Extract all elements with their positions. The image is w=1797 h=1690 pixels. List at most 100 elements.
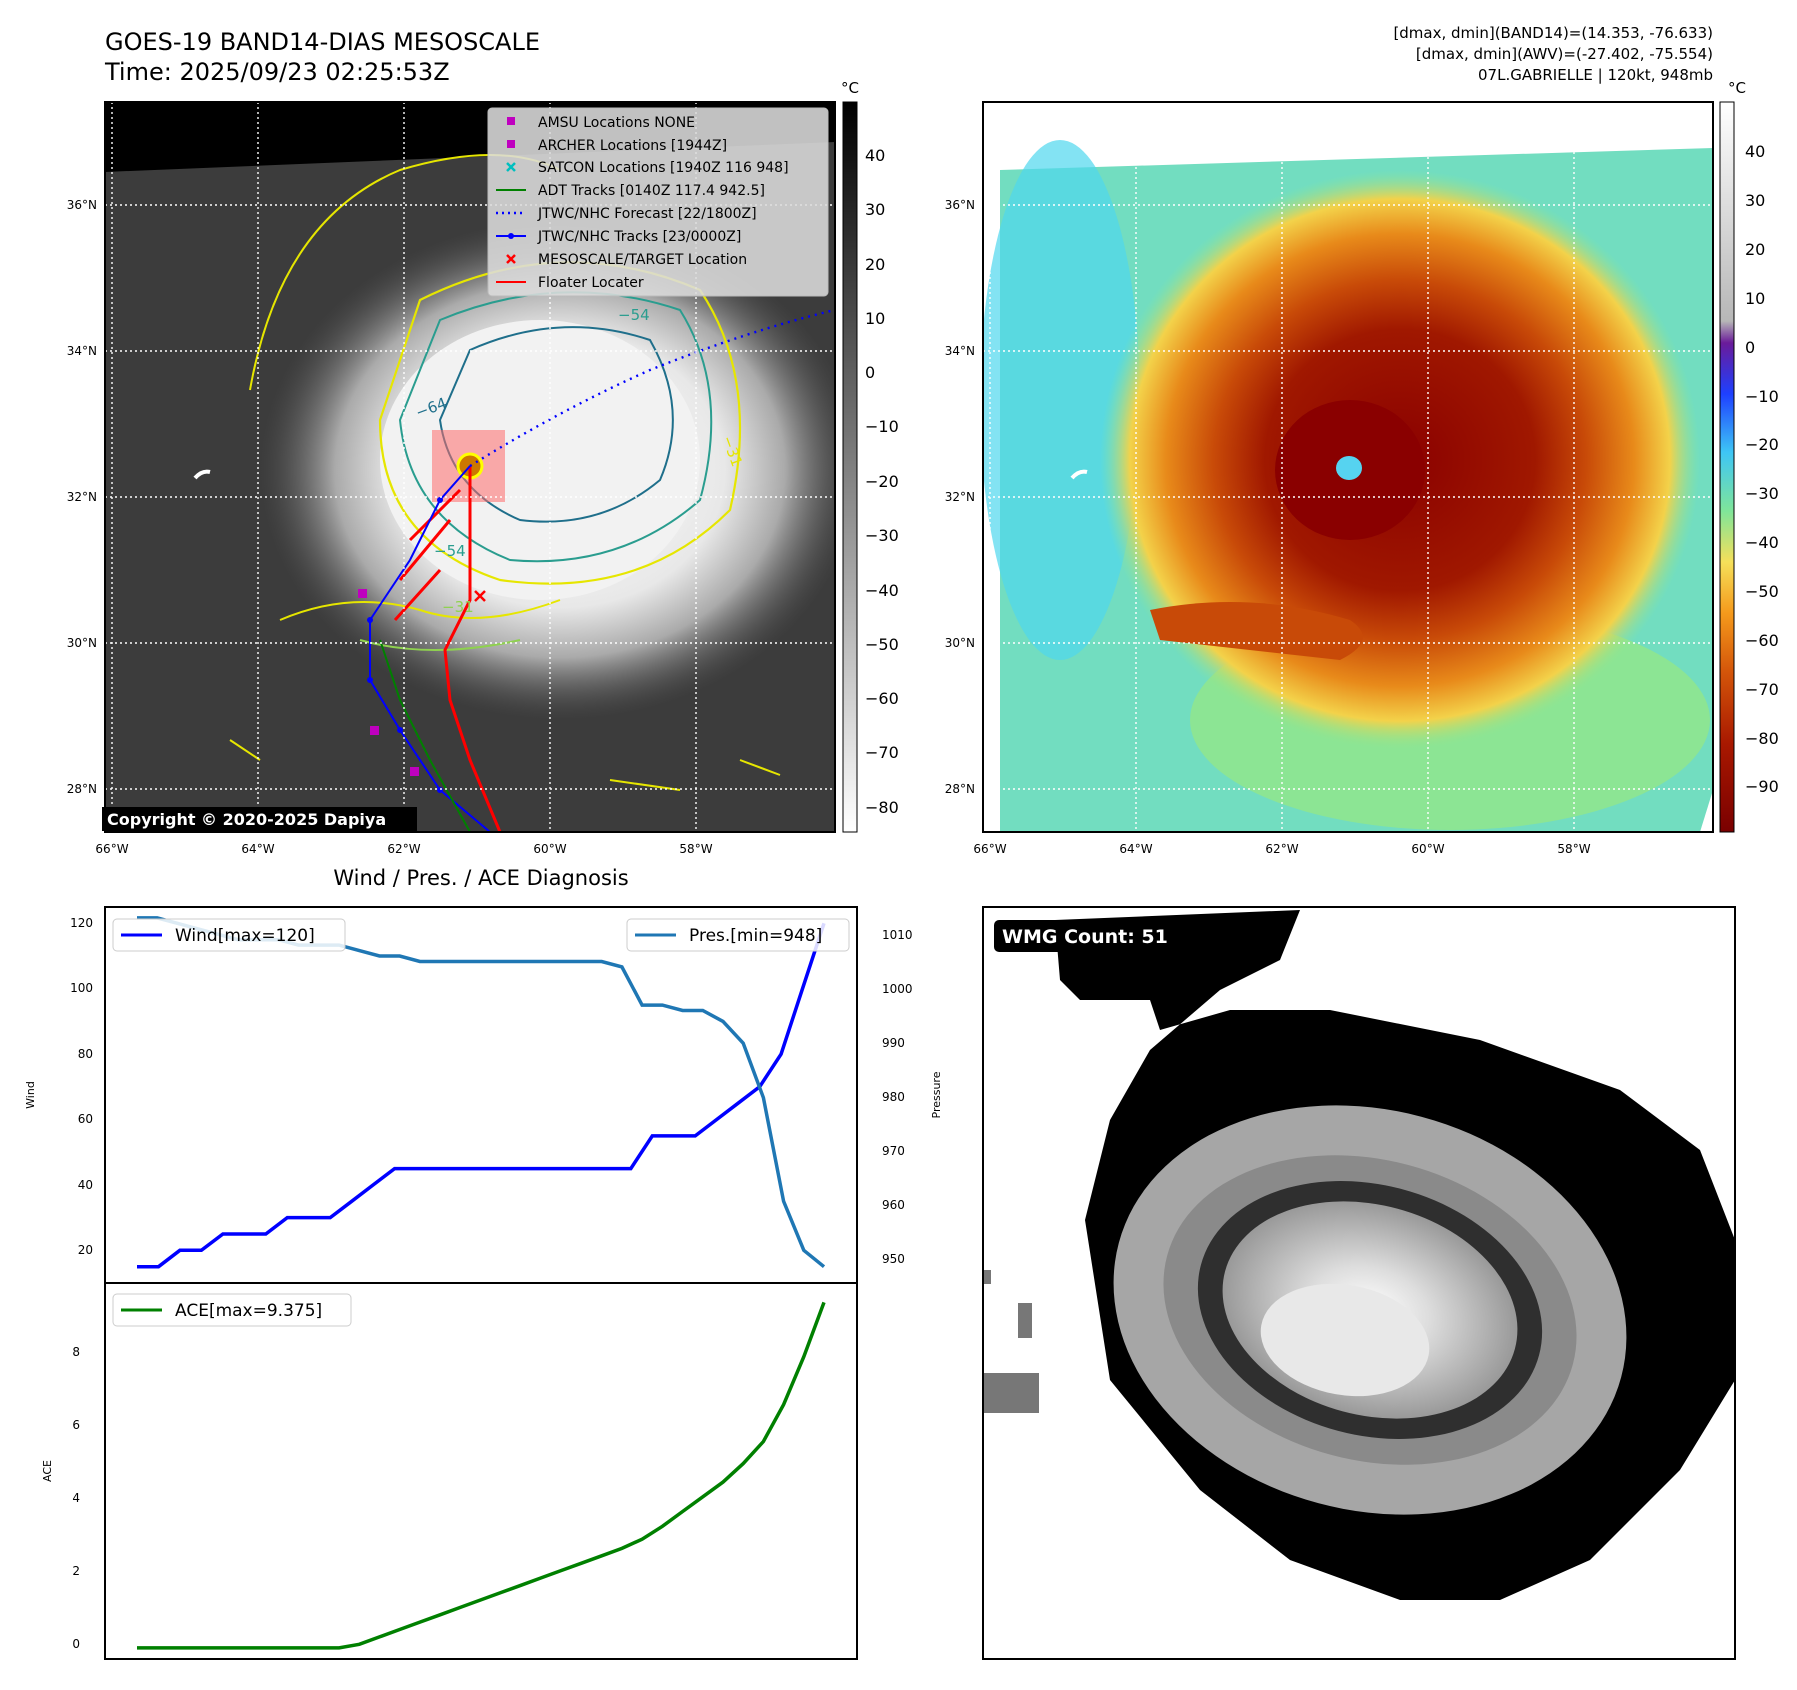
colorbar-tick: −20 bbox=[1745, 435, 1779, 454]
pressure-axis-label: Pressure bbox=[930, 1071, 943, 1118]
pressure-axis: 1010 1000 990 980 970 960 950 Pressure bbox=[882, 928, 943, 1266]
ace-legend-label: ACE[max=9.375] bbox=[175, 1301, 322, 1321]
ace-legend: ACE[max=9.375] bbox=[112, 1293, 352, 1327]
colorbar-tick: 0 bbox=[865, 363, 875, 382]
wind-tick: 40 bbox=[78, 1178, 93, 1192]
pressure-tick: 950 bbox=[882, 1252, 905, 1266]
lat-tick: 32°N bbox=[67, 490, 97, 504]
wind-axis: 120 100 80 60 40 20 Wind bbox=[24, 916, 93, 1257]
colorbar-tick: −50 bbox=[865, 635, 899, 654]
legend-label: ADT Tracks [0140Z 117.4 942.5] bbox=[538, 183, 765, 199]
colorbar-tick: 20 bbox=[1745, 240, 1765, 259]
ir-colorbar: °C 40 30 20 10 0 −10 −20 −30 −40 −50 −60… bbox=[841, 79, 899, 833]
ace-tick: 0 bbox=[72, 1637, 80, 1651]
figure-time: Time: 2025/09/23 02:25:53Z bbox=[104, 58, 450, 86]
colorbar-tick: 40 bbox=[1745, 142, 1765, 161]
contour-label: −31 bbox=[442, 598, 474, 616]
colorbar-tick: −30 bbox=[1745, 484, 1779, 503]
colorbar-tick: −50 bbox=[1745, 582, 1779, 601]
wind-tick: 100 bbox=[70, 981, 93, 995]
lat-tick: 34°N bbox=[945, 344, 975, 358]
legend-label: ARCHER Locations [1944Z] bbox=[538, 138, 727, 154]
colorbar-tick: −60 bbox=[865, 689, 899, 708]
colorbar-tick: −10 bbox=[1745, 387, 1779, 406]
lon-tick: 66°W bbox=[973, 842, 1006, 856]
ir-lon-ticks: 66°W 64°W 62°W 60°W 58°W bbox=[95, 842, 712, 856]
wind-series-line bbox=[137, 922, 826, 1269]
colorbar-tick: 0 bbox=[1745, 338, 1755, 357]
contour-label: −54 bbox=[618, 306, 650, 324]
color-ir-gridlines bbox=[983, 102, 1713, 832]
colorbar-tick: 30 bbox=[865, 200, 885, 219]
lon-tick: 58°W bbox=[679, 842, 712, 856]
colorbar-unit: °C bbox=[1728, 79, 1746, 97]
color-ir-lon-ticks: 66°W 64°W 62°W 60°W 58°W bbox=[973, 842, 1590, 856]
lat-tick: 32°N bbox=[945, 490, 975, 504]
colorbar-tick: 10 bbox=[1745, 289, 1765, 308]
lat-tick: 28°N bbox=[67, 782, 97, 796]
pressure-tick: 1000 bbox=[882, 982, 913, 996]
wind-tick: 60 bbox=[78, 1112, 93, 1126]
pressure-tick: 970 bbox=[882, 1144, 905, 1158]
colorbar-tick: −20 bbox=[865, 472, 899, 491]
ace-series-line bbox=[137, 1301, 826, 1650]
ace-tick: 2 bbox=[72, 1564, 80, 1578]
colorbar-unit: °C bbox=[841, 79, 859, 97]
colorbar-tick: −90 bbox=[1745, 777, 1779, 796]
lon-tick: 60°W bbox=[1411, 842, 1444, 856]
map-legend: AMSU Locations NONE ARCHER Locations [19… bbox=[487, 107, 829, 297]
ace-axis-label: ACE bbox=[41, 1460, 54, 1482]
wind-axis-label: Wind bbox=[24, 1081, 37, 1109]
wind-legend-label: Wind[max=120] bbox=[175, 926, 315, 946]
info-line-3: 07L.GABRIELLE | 120kt, 948mb bbox=[1478, 66, 1713, 84]
ace-tick: 6 bbox=[72, 1418, 80, 1432]
diagnosis-title: Wind / Pres. / ACE Diagnosis bbox=[333, 866, 628, 890]
copyright-text: Copyright © 2020-2025 Dapiya bbox=[107, 810, 386, 829]
pressure-tick: 960 bbox=[882, 1198, 905, 1212]
color-ir-colorbar: °C 40 30 20 10 0 −10 −20 −30 −40 −50 −60… bbox=[1719, 79, 1779, 833]
wmg-count-label: WMG Count: 51 bbox=[1002, 926, 1168, 948]
lat-tick: 30°N bbox=[945, 636, 975, 650]
wind-legend: Wind[max=120] bbox=[112, 918, 346, 952]
lon-tick: 62°W bbox=[1265, 842, 1298, 856]
colorbar-tick: −40 bbox=[1745, 533, 1779, 552]
lat-tick: 36°N bbox=[67, 198, 97, 212]
pressure-legend: Pres.[min=948] bbox=[626, 918, 850, 952]
wind-tick: 20 bbox=[78, 1243, 93, 1257]
legend-label: MESOSCALE/TARGET Location bbox=[538, 252, 747, 268]
lat-tick: 28°N bbox=[945, 782, 975, 796]
colorbar-tick: −80 bbox=[1745, 729, 1779, 748]
lon-tick: 60°W bbox=[533, 842, 566, 856]
colorbar-tick: −80 bbox=[865, 798, 899, 817]
pressure-tick: 980 bbox=[882, 1090, 905, 1104]
colorbar-tick: −60 bbox=[1745, 631, 1779, 650]
legend-label: JTWC/NHC Forecast [22/1800Z] bbox=[537, 206, 757, 222]
pressure-tick: 1010 bbox=[882, 928, 913, 942]
lat-tick: 30°N bbox=[67, 636, 97, 650]
pressure-legend-label: Pres.[min=948] bbox=[689, 926, 822, 946]
legend-label: Floater Locater bbox=[538, 275, 644, 291]
ir-lat-ticks: 36°N 34°N 32°N 30°N 28°N bbox=[67, 198, 97, 796]
wind-tick: 120 bbox=[70, 916, 93, 930]
lat-tick: 34°N bbox=[67, 344, 97, 358]
colorbar-tick: 10 bbox=[865, 309, 885, 328]
wmg-panel[interactable] bbox=[983, 907, 1735, 1659]
color-ir-lat-ticks: 36°N 34°N 32°N 30°N 28°N bbox=[945, 198, 975, 796]
info-line-2: [dmax, dmin](AWV)=(-27.402, -75.554) bbox=[1416, 45, 1713, 63]
colorbar-tick: −40 bbox=[865, 581, 899, 600]
ace-axis: 8 6 4 2 0 ACE bbox=[41, 1345, 80, 1651]
colorbar-tick: 20 bbox=[865, 255, 885, 274]
colorbar-tick: −70 bbox=[865, 743, 899, 762]
ace-panel[interactable] bbox=[104, 1282, 858, 1660]
ace-tick: 4 bbox=[72, 1491, 80, 1505]
lon-tick: 58°W bbox=[1557, 842, 1590, 856]
lon-tick: 64°W bbox=[1119, 842, 1152, 856]
colorbar-tick: −70 bbox=[1745, 680, 1779, 699]
color-ir-map-panel[interactable] bbox=[980, 102, 1713, 832]
wind-pressure-panel[interactable] bbox=[104, 906, 858, 1284]
colorbar-tick: −30 bbox=[865, 526, 899, 545]
ace-tick: 8 bbox=[72, 1345, 80, 1359]
lat-tick: 36°N bbox=[945, 198, 975, 212]
contour-label: −54 bbox=[434, 542, 466, 560]
